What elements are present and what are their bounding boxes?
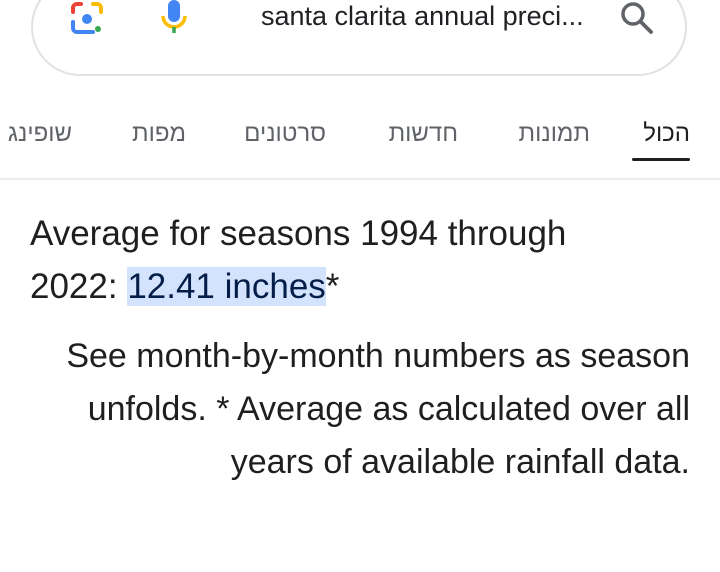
- answer-detail: See month-by-month numbers as season unf…: [66, 337, 690, 481]
- tab[interactable]: חדשות: [388, 120, 458, 147]
- tab[interactable]: הכול: [643, 120, 690, 147]
- tab[interactable]: סרטונים: [244, 120, 326, 147]
- lens-icon[interactable]: [67, 0, 107, 38]
- answer-highlight: 12.41 inches: [127, 267, 326, 306]
- search-icon[interactable]: [619, 0, 655, 36]
- tab[interactable]: שופינג: [7, 120, 72, 147]
- tab[interactable]: מפות: [132, 120, 186, 147]
- answer-text: *: [325, 267, 340, 306]
- search-box[interactable]: santa clarita annual preci...: [31, 0, 687, 76]
- separator: [0, 178, 720, 180]
- answer: Average for seasons 1994 through 2022: 1…: [30, 207, 650, 313]
- search-query[interactable]: santa clarita annual preci...: [261, 1, 584, 31]
- tab-indicator: [632, 158, 690, 161]
- mic-icon[interactable]: [159, 0, 189, 40]
- answer-text: Average for seasons 1994 through 2022:: [30, 214, 567, 306]
- tab[interactable]: תמונות: [518, 120, 590, 147]
